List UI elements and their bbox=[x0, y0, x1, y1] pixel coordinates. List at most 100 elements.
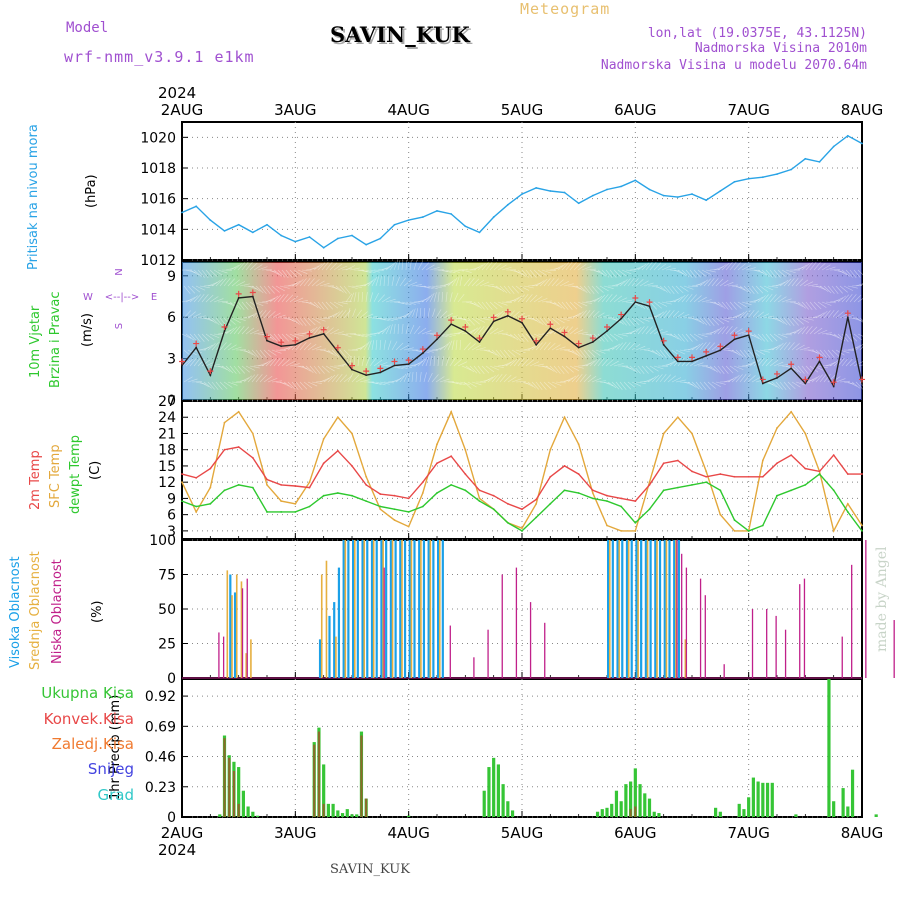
wind-arrow bbox=[663, 310, 671, 319]
wind-arrow bbox=[569, 262, 577, 271]
wind-arrow bbox=[551, 278, 559, 287]
wind-arrow bbox=[337, 363, 348, 367]
wind-arrow bbox=[379, 317, 390, 322]
wind-arrow bbox=[563, 283, 574, 287]
wind-arrow bbox=[681, 294, 689, 303]
wind-arrow bbox=[357, 292, 360, 303]
wind-arrow bbox=[683, 316, 694, 319]
wind-arrow bbox=[249, 365, 260, 369]
wind-arrow bbox=[525, 294, 533, 303]
wind-arrow bbox=[455, 340, 458, 351]
wind-arrow bbox=[399, 344, 409, 351]
wind-speed-line-point bbox=[294, 343, 297, 346]
wind-arrow bbox=[293, 333, 304, 337]
wind-arrow bbox=[391, 276, 395, 287]
wind-arrow bbox=[793, 365, 802, 374]
wind-arrow bbox=[527, 317, 538, 322]
wind-gust-mark bbox=[249, 289, 256, 296]
high-cloud-bar bbox=[233, 592, 237, 678]
wind-arrow bbox=[679, 285, 689, 292]
wind-arrow bbox=[381, 364, 392, 367]
wind-arrow bbox=[649, 327, 658, 335]
wind-arrow bbox=[503, 374, 512, 383]
wind-arrow bbox=[383, 276, 386, 287]
wind-arrow bbox=[325, 301, 334, 310]
wind-rose-n: N bbox=[114, 268, 125, 275]
wind-arrow bbox=[383, 381, 394, 384]
wind-arrow bbox=[327, 374, 336, 383]
t2m-line-point bbox=[492, 494, 495, 497]
dewpt-line-point bbox=[294, 511, 297, 513]
wind-speed-line-point bbox=[535, 343, 538, 346]
sfc-temp-line-point bbox=[421, 492, 424, 494]
wind-arrow bbox=[693, 269, 702, 278]
wind-arrow bbox=[485, 301, 493, 310]
wind-arrow bbox=[277, 333, 285, 342]
high-cloud-bar bbox=[673, 540, 676, 678]
wind-arrow bbox=[317, 301, 325, 310]
wind-arrow bbox=[205, 361, 216, 367]
wind-arrow bbox=[315, 280, 325, 287]
wind-arrow bbox=[569, 301, 578, 310]
wind-arrow bbox=[841, 294, 850, 303]
mid-cloud-bar bbox=[240, 581, 243, 678]
wind-arrow bbox=[527, 344, 537, 351]
wind-gust-mark bbox=[278, 339, 285, 346]
wind-arrow bbox=[493, 365, 504, 368]
wind-arrow bbox=[813, 262, 821, 271]
wind-arrow bbox=[429, 292, 435, 303]
dewpt-line-point bbox=[195, 505, 198, 508]
wind-arrow bbox=[235, 317, 246, 321]
wind-arrow bbox=[825, 362, 836, 367]
sfc-temp-line-point bbox=[308, 481, 311, 484]
wind-arrow bbox=[505, 333, 516, 339]
wind-arrow bbox=[309, 365, 317, 374]
wind-arrow bbox=[757, 333, 765, 342]
wind-arrow bbox=[853, 269, 861, 278]
wind-arrow bbox=[633, 326, 642, 335]
wind-arrow bbox=[273, 269, 282, 277]
wind-arrow bbox=[243, 314, 254, 319]
wind-arrow bbox=[469, 365, 478, 374]
wind-arrow bbox=[361, 292, 364, 303]
wind-arrow bbox=[443, 312, 453, 319]
dewpt-line-point bbox=[393, 508, 396, 511]
wind-arrow bbox=[683, 348, 694, 351]
wind-arrow bbox=[787, 278, 795, 287]
wind-arrow bbox=[699, 279, 708, 287]
dewpt-line-point bbox=[761, 524, 764, 527]
wind-arrow bbox=[487, 375, 496, 383]
wind-arrow bbox=[429, 267, 440, 271]
wind-arrow bbox=[775, 281, 786, 287]
wind-arrow bbox=[611, 282, 622, 287]
wind-arrow bbox=[539, 341, 547, 351]
wind-arrow bbox=[269, 269, 280, 275]
wind-arrow bbox=[197, 358, 206, 367]
pressure-line-point bbox=[776, 173, 778, 176]
wind-arrow bbox=[727, 376, 737, 383]
t2m-line-point bbox=[521, 508, 523, 511]
sfc-temp-line-point bbox=[861, 524, 863, 527]
wind-arrow bbox=[419, 308, 422, 319]
wind-arrow bbox=[743, 349, 751, 359]
dewpt-line-point bbox=[648, 508, 651, 511]
wind-arrow bbox=[761, 333, 769, 342]
wind-arrow bbox=[461, 365, 472, 371]
wind-arrow bbox=[603, 381, 614, 387]
wind-arrow bbox=[569, 327, 579, 335]
pressure-line-point bbox=[535, 187, 538, 189]
wind-arrow bbox=[739, 310, 748, 319]
wind-arrow bbox=[721, 262, 730, 271]
wind-arrow bbox=[711, 317, 720, 326]
wind-arrow bbox=[821, 264, 831, 271]
wind-arrow bbox=[379, 381, 390, 385]
wind-arrow bbox=[811, 349, 821, 356]
wind-arrow bbox=[217, 269, 228, 274]
wind-arrow bbox=[277, 294, 285, 303]
wind-arrow bbox=[617, 333, 628, 337]
wind-arrow bbox=[363, 313, 374, 319]
wind-arrow bbox=[185, 358, 194, 367]
wind-arrow bbox=[353, 356, 356, 367]
wind-gust-mark bbox=[320, 326, 327, 333]
wind-arrow bbox=[439, 378, 450, 383]
